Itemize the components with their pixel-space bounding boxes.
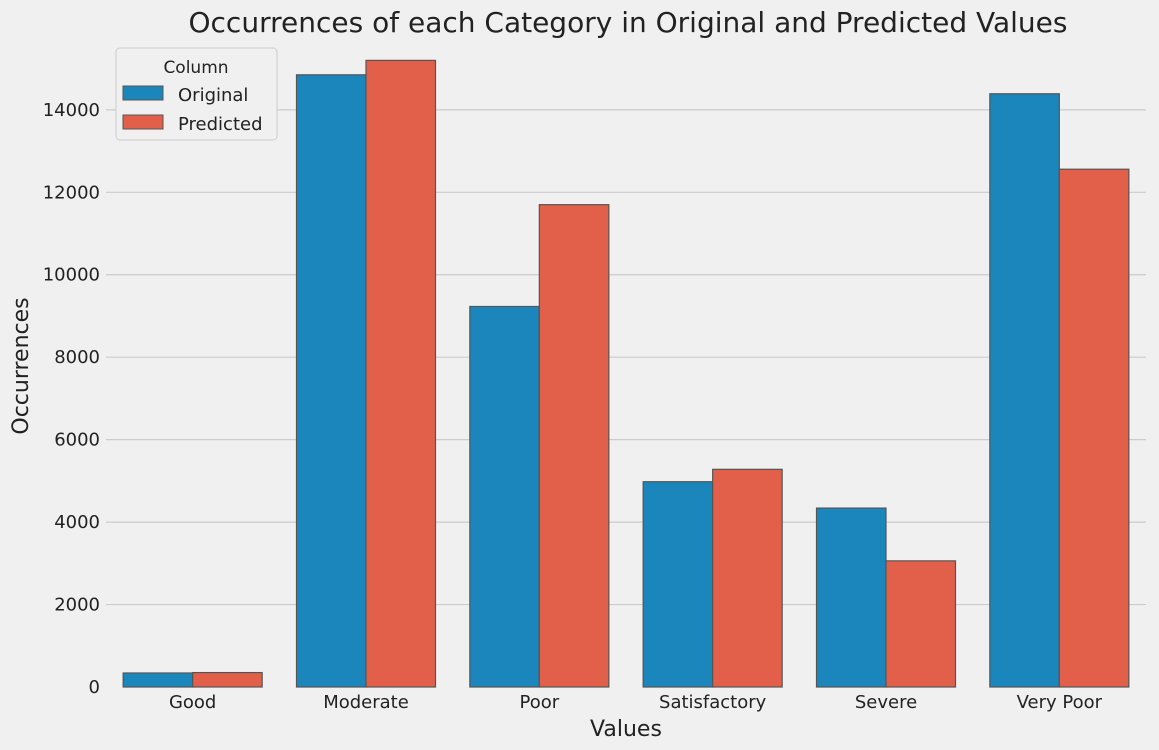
legend: Column Original Predicted bbox=[115, 47, 278, 141]
x-tick-label: Very Poor bbox=[1017, 692, 1103, 713]
x-tick-label: Severe bbox=[855, 692, 917, 713]
y-tick-label: 4000 bbox=[54, 512, 100, 533]
bar-original-severe bbox=[815, 507, 887, 688]
y-tick-label: 14000 bbox=[43, 100, 100, 121]
bar-predicted-good bbox=[192, 671, 263, 688]
legend-label-predicted: Predicted bbox=[178, 114, 263, 135]
bars bbox=[122, 59, 1130, 688]
bar-original-very-poor bbox=[989, 93, 1060, 688]
x-tick-label: Poor bbox=[520, 692, 560, 713]
y-tick-label: 10000 bbox=[43, 265, 100, 286]
y-tick-label: 12000 bbox=[43, 182, 100, 203]
bar-original-poor bbox=[469, 305, 540, 688]
x-tick-label: Satisfactory bbox=[659, 692, 767, 713]
grid-lines bbox=[106, 109, 1146, 606]
bar-predicted-severe bbox=[885, 560, 957, 688]
y-tick-label: 6000 bbox=[54, 430, 100, 451]
bar-predicted-moderate bbox=[365, 59, 437, 688]
y-tick-label: 2000 bbox=[54, 595, 100, 616]
y-tick-label: 0 bbox=[89, 677, 100, 698]
x-tick-label: Moderate bbox=[323, 692, 409, 713]
bar-predicted-poor bbox=[538, 204, 610, 688]
x-axis-label: Values bbox=[590, 717, 662, 742]
chart-title: Occurrences of each Category in Original… bbox=[189, 6, 1068, 39]
bar-predicted-very-poor bbox=[1058, 168, 1130, 688]
legend-swatch-original bbox=[122, 85, 164, 101]
legend-label-original: Original bbox=[178, 85, 248, 106]
legend-swatch-predicted bbox=[122, 114, 164, 130]
bar-predicted-satisfactory bbox=[712, 468, 783, 688]
tick-labels: 0 2000 4000 6000 8000 10000 12000 14000 Good Mode… bbox=[43, 100, 1103, 713]
y-tick-label: 8000 bbox=[54, 347, 100, 368]
legend-title: Column bbox=[163, 58, 228, 78]
bar-original-satisfactory bbox=[642, 481, 714, 688]
bar-original-moderate bbox=[295, 74, 367, 688]
y-axis-label: Occurrences bbox=[9, 297, 34, 434]
bar-original-good bbox=[122, 672, 194, 688]
x-tick-label: Good bbox=[169, 692, 216, 713]
